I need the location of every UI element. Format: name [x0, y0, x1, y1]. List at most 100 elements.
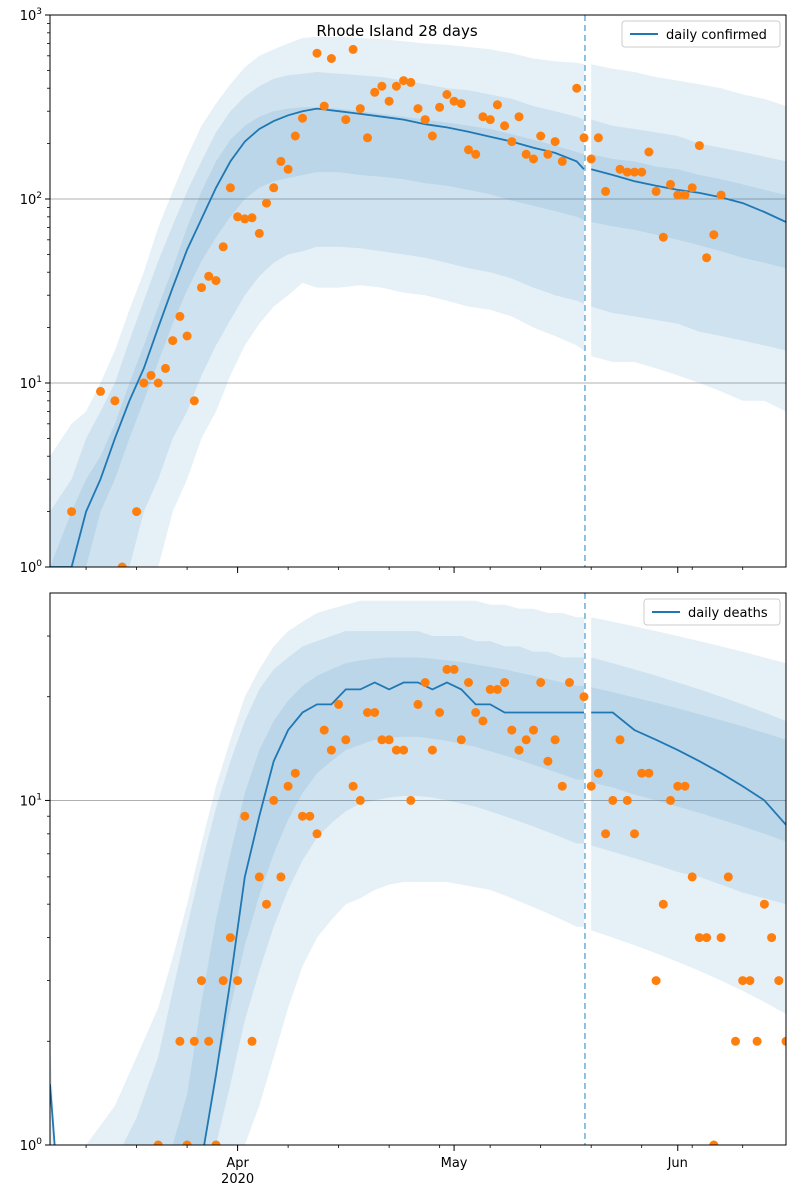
data-point: [384, 96, 394, 106]
data-point: [478, 112, 488, 122]
data-point: [550, 137, 560, 147]
data-point: [312, 829, 322, 839]
median-line: [590, 168, 786, 223]
y-tick-label: 101: [20, 375, 42, 392]
data-point: [456, 735, 466, 745]
data-point: [399, 76, 409, 86]
data-point: [557, 156, 567, 166]
data-point: [341, 115, 351, 125]
data-point: [651, 976, 661, 986]
data-point: [204, 271, 214, 281]
data-point: [161, 363, 170, 373]
data-point: [218, 976, 228, 986]
data-point: [290, 768, 300, 778]
inner-band: [50, 107, 584, 567]
data-point: [637, 167, 647, 177]
data-point: [312, 48, 322, 58]
data-point: [269, 183, 279, 193]
data-point: [550, 735, 560, 745]
legend-label: daily deaths: [688, 606, 768, 621]
data-point: [709, 230, 719, 240]
data-point: [211, 276, 221, 286]
data-point: [370, 708, 380, 717]
data-point: [673, 781, 683, 791]
data-point: [774, 976, 784, 986]
data-point: [593, 133, 603, 143]
data-point: [579, 692, 589, 702]
data-point: [355, 795, 365, 805]
data-point: [355, 104, 365, 114]
data-point: [254, 228, 264, 238]
data-point: [644, 147, 654, 157]
data-point: [363, 133, 372, 143]
data-point: [593, 768, 603, 778]
data-point: [622, 795, 632, 805]
data-point: [694, 141, 704, 151]
data-point: [262, 899, 271, 909]
data-point: [67, 507, 77, 517]
data-point: [413, 104, 423, 114]
data-point: [557, 781, 567, 791]
data-point: [521, 149, 531, 159]
data-point: [420, 115, 430, 125]
data-point: [341, 735, 351, 745]
data-point: [427, 745, 437, 755]
data-point: [233, 212, 243, 222]
axes-frame: [49, 14, 787, 568]
x-tick-label: May: [441, 1156, 468, 1171]
y-tick-label: 100: [20, 559, 43, 576]
legend: daily deaths: [643, 598, 781, 626]
plot-area: [50, 15, 786, 567]
data-point: [197, 283, 206, 293]
data-point: [716, 190, 726, 200]
data-point: [529, 725, 538, 735]
data-point: [319, 725, 329, 735]
data-point: [254, 872, 264, 882]
median-line: [591, 711, 786, 826]
data-point: [702, 253, 712, 263]
data-point: [189, 1036, 199, 1046]
data-point: [442, 664, 452, 674]
data-point: [276, 872, 286, 882]
data-point: [709, 1140, 719, 1145]
x-tick-sublabel: 2020: [221, 1172, 254, 1187]
data-point: [694, 933, 704, 943]
data-point: [507, 725, 517, 735]
data-point: [644, 768, 654, 778]
data-point: [500, 678, 510, 687]
data-point: [586, 781, 596, 791]
data-point: [370, 87, 380, 97]
median-line: [50, 681, 584, 1145]
data-point: [514, 745, 524, 755]
data-point: [601, 829, 611, 839]
data-point: [117, 562, 127, 567]
data-point: [326, 54, 336, 63]
data-point: [456, 99, 466, 109]
data-point: [334, 699, 344, 709]
deaths-panel: 100 101 daily deaths: [20, 592, 787, 1154]
data-point: [666, 179, 675, 189]
data-point: [110, 396, 120, 406]
data-point: [168, 336, 178, 346]
data-point: [536, 131, 546, 141]
data-point: [673, 190, 683, 200]
data-point: [182, 1140, 192, 1145]
x-tick-label: Apr: [226, 1156, 249, 1171]
data-point: [500, 121, 510, 131]
data-point: [687, 183, 697, 193]
data-point: [326, 745, 336, 755]
inner-band: [172, 657, 584, 1145]
data-point: [572, 83, 582, 93]
data-point: [716, 933, 726, 943]
data-point: [290, 131, 300, 141]
data-point: [420, 678, 430, 687]
legend-box: [643, 598, 781, 626]
data-point: [478, 716, 488, 726]
data-point: [391, 81, 401, 91]
data-point: [406, 77, 416, 87]
data-point: [543, 149, 553, 159]
outer-band: [591, 617, 786, 1014]
data-point: [197, 976, 206, 986]
data-point: [406, 795, 416, 805]
middle-band: [50, 631, 584, 1145]
